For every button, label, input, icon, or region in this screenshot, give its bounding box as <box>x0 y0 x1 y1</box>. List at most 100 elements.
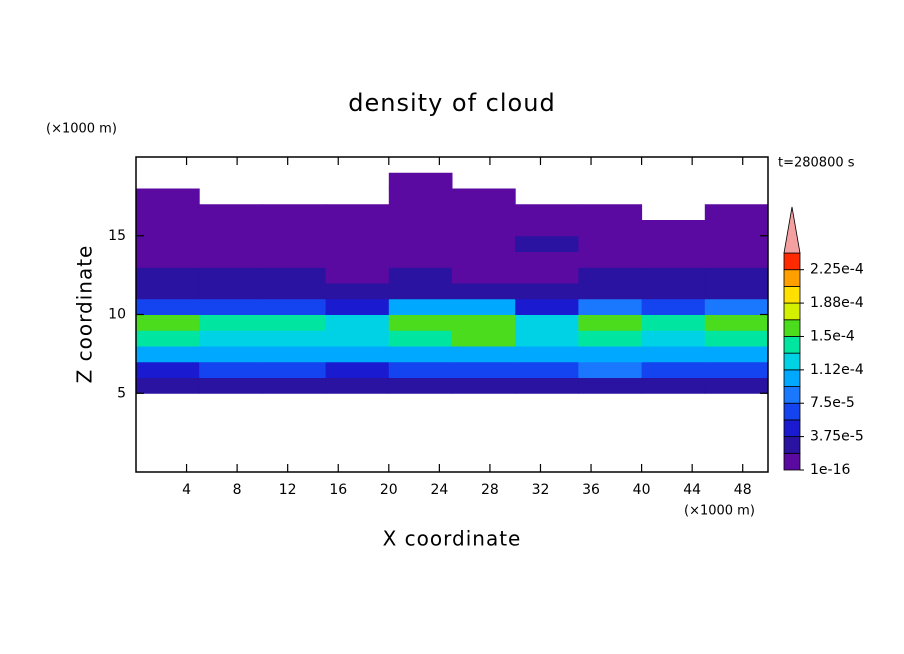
field-cell <box>325 377 390 394</box>
field-cell <box>199 377 263 394</box>
field-cell <box>262 314 327 331</box>
field-cell <box>262 298 327 315</box>
field-cell <box>262 267 327 284</box>
field-cell <box>199 283 263 300</box>
field-cell <box>578 204 643 221</box>
field-cell <box>136 267 200 284</box>
field-cell <box>515 330 579 347</box>
field-cell <box>136 298 200 315</box>
field-cell <box>262 220 327 237</box>
colorbar-box <box>783 252 801 271</box>
field-cell <box>704 204 769 221</box>
field-cell <box>452 298 516 315</box>
time-label: t=280800 s <box>778 156 855 171</box>
colorbar-box <box>783 352 801 371</box>
field-cell <box>325 314 390 331</box>
colorbar-box <box>783 419 801 438</box>
field-cell <box>578 346 643 363</box>
field-cell <box>388 204 453 221</box>
field-cell <box>325 346 390 363</box>
field-cell <box>388 298 453 315</box>
colorbar-box <box>783 302 801 321</box>
y-tick-label: 10 <box>108 307 126 323</box>
colorbar-tick-label: 7.5e-5 <box>810 395 855 411</box>
field-cell <box>515 298 579 315</box>
field-cell <box>262 330 327 347</box>
field-cell <box>388 235 453 252</box>
chart-title: density of cloud <box>348 89 555 117</box>
field-cell <box>199 251 263 268</box>
field-cell <box>388 346 453 363</box>
field-cell <box>515 204 579 221</box>
field-cell <box>704 298 769 315</box>
field-cell <box>325 235 390 252</box>
field-cell <box>388 251 453 268</box>
field-cell <box>325 220 390 237</box>
field-cell <box>704 314 769 331</box>
field-cell <box>452 204 516 221</box>
field-cell <box>136 377 200 394</box>
field-cell <box>704 283 769 300</box>
colorbar-box <box>783 319 801 337</box>
field-cell <box>388 361 453 378</box>
field-cell <box>578 330 643 347</box>
field-cell <box>641 377 706 394</box>
field-cell <box>452 283 516 300</box>
field-cell <box>199 267 263 284</box>
field-cell <box>136 283 200 300</box>
field-cell <box>325 330 390 347</box>
field-cell <box>641 361 706 378</box>
x-tick-label: 16 <box>329 482 347 498</box>
field-cell <box>578 251 643 268</box>
x-axis-title: X coordinate <box>383 527 522 551</box>
x-tick-label: 28 <box>481 482 499 498</box>
field-cell <box>199 346 263 363</box>
field-cell <box>515 283 579 300</box>
colorbar-extension <box>783 206 801 254</box>
x-tick-label: 36 <box>582 482 600 498</box>
field-cell <box>515 377 579 394</box>
field-cell <box>325 204 390 221</box>
field-cell <box>136 220 200 237</box>
field-cell <box>452 220 516 237</box>
field-cell <box>199 330 263 347</box>
colorbar-tick-label: 1e-16 <box>810 462 850 478</box>
y-tick-label: 15 <box>108 228 126 244</box>
field-cell <box>578 283 643 300</box>
field-cell <box>388 283 453 300</box>
field-cell <box>199 204 263 221</box>
field-cell <box>199 235 263 252</box>
field-cell <box>704 220 769 237</box>
field-cell <box>704 251 769 268</box>
field-cell <box>452 377 516 394</box>
field-cell <box>136 204 200 221</box>
colorbar-box <box>783 402 801 421</box>
field-cell <box>388 314 453 331</box>
field-cell <box>262 235 327 252</box>
field-cell <box>515 361 579 378</box>
field-cell <box>262 283 327 300</box>
field-cell <box>704 235 769 252</box>
colorbar-box <box>783 369 801 387</box>
x-unit: (×1000 m) <box>684 504 755 519</box>
colorbar-box <box>783 269 801 287</box>
colorbar-box <box>783 386 801 404</box>
field-cell <box>578 377 643 394</box>
y-axis-title: Z coordinate <box>73 245 97 384</box>
colorbar-box <box>783 336 801 354</box>
field-cell <box>515 251 579 268</box>
field-cell <box>641 235 706 252</box>
field-cell <box>136 235 200 252</box>
x-tick-label: 32 <box>532 482 550 498</box>
field-cell <box>704 361 769 378</box>
field-cell <box>641 346 706 363</box>
field-cell <box>388 172 453 189</box>
field-cell <box>515 346 579 363</box>
y-unit: (×1000 m) <box>46 122 117 137</box>
field-cell <box>704 377 769 394</box>
field-cell <box>641 220 706 237</box>
x-tick-label: 24 <box>430 482 448 498</box>
field-cell <box>578 361 643 378</box>
field-cell <box>578 267 643 284</box>
field-cell <box>325 267 390 284</box>
